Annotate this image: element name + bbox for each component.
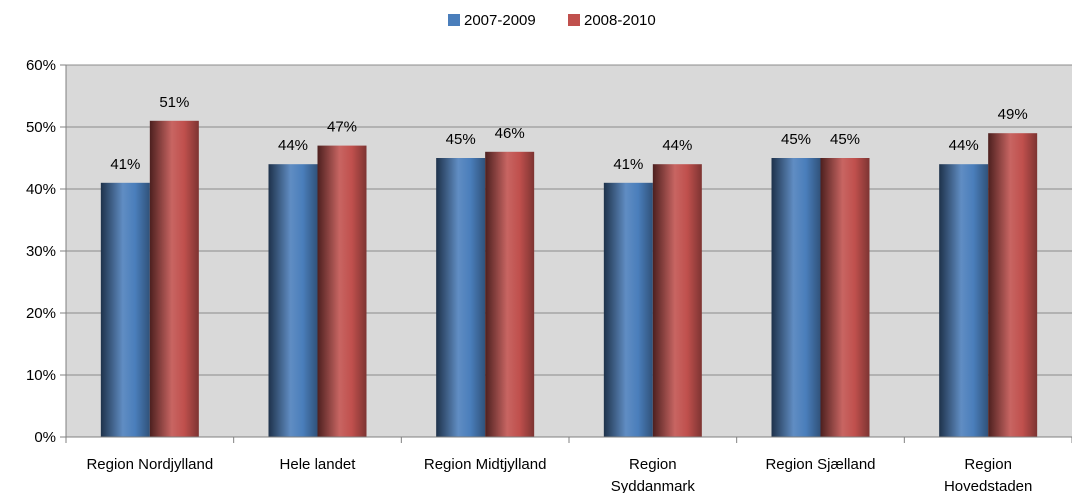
- bar-2007-2009: [771, 158, 821, 437]
- y-tick-label: 60%: [26, 57, 56, 74]
- data-label: 47%: [327, 119, 357, 136]
- y-tick-label: 0%: [34, 429, 56, 446]
- legend-label: 2008-2010: [584, 12, 656, 29]
- data-label: 44%: [662, 137, 692, 154]
- x-tick-label: Region Hovedstaden: [944, 456, 1032, 493]
- data-label: 46%: [495, 125, 525, 142]
- bar-2008-2010: [652, 164, 702, 437]
- bar-2007-2009: [603, 182, 653, 437]
- bar-2008-2010: [820, 158, 870, 437]
- y-tick-label: 30%: [26, 243, 56, 260]
- data-label: 41%: [613, 156, 643, 173]
- data-label: 44%: [949, 137, 979, 154]
- bar-2008-2010: [485, 151, 535, 438]
- data-label: 44%: [278, 137, 308, 154]
- bar-2007-2009: [939, 164, 989, 437]
- x-tick-label: Region Sjælland: [765, 456, 875, 473]
- y-tick-label: 10%: [26, 367, 56, 384]
- data-label: 45%: [781, 131, 811, 148]
- bar-2008-2010: [149, 120, 199, 438]
- legend: 2007-2009 2008-2010: [448, 12, 656, 29]
- data-label: 45%: [830, 131, 860, 148]
- y-tick-label: 50%: [26, 119, 56, 136]
- data-label: 49%: [998, 106, 1028, 123]
- bar-2007-2009: [268, 164, 318, 437]
- data-label: 51%: [159, 94, 189, 111]
- bar-2007-2009: [100, 182, 150, 437]
- legend-label: 2007-2009: [464, 12, 536, 29]
- bar-2007-2009: [436, 158, 486, 437]
- x-tick-label: Region Midtjylland: [424, 456, 547, 473]
- x-tick-label: Hele landet: [280, 456, 357, 473]
- y-tick-label: 40%: [26, 181, 56, 198]
- x-tick-label: Region Nordjylland: [86, 456, 213, 473]
- legend-swatch: [568, 14, 580, 26]
- x-tick-label: Region Syddanmark: [611, 456, 696, 493]
- data-label: 41%: [110, 156, 140, 173]
- y-tick-label: 20%: [26, 305, 56, 322]
- bar-2008-2010: [988, 133, 1038, 437]
- legend-swatch: [448, 14, 460, 26]
- bar-2008-2010: [317, 145, 367, 437]
- data-label: 45%: [446, 131, 476, 148]
